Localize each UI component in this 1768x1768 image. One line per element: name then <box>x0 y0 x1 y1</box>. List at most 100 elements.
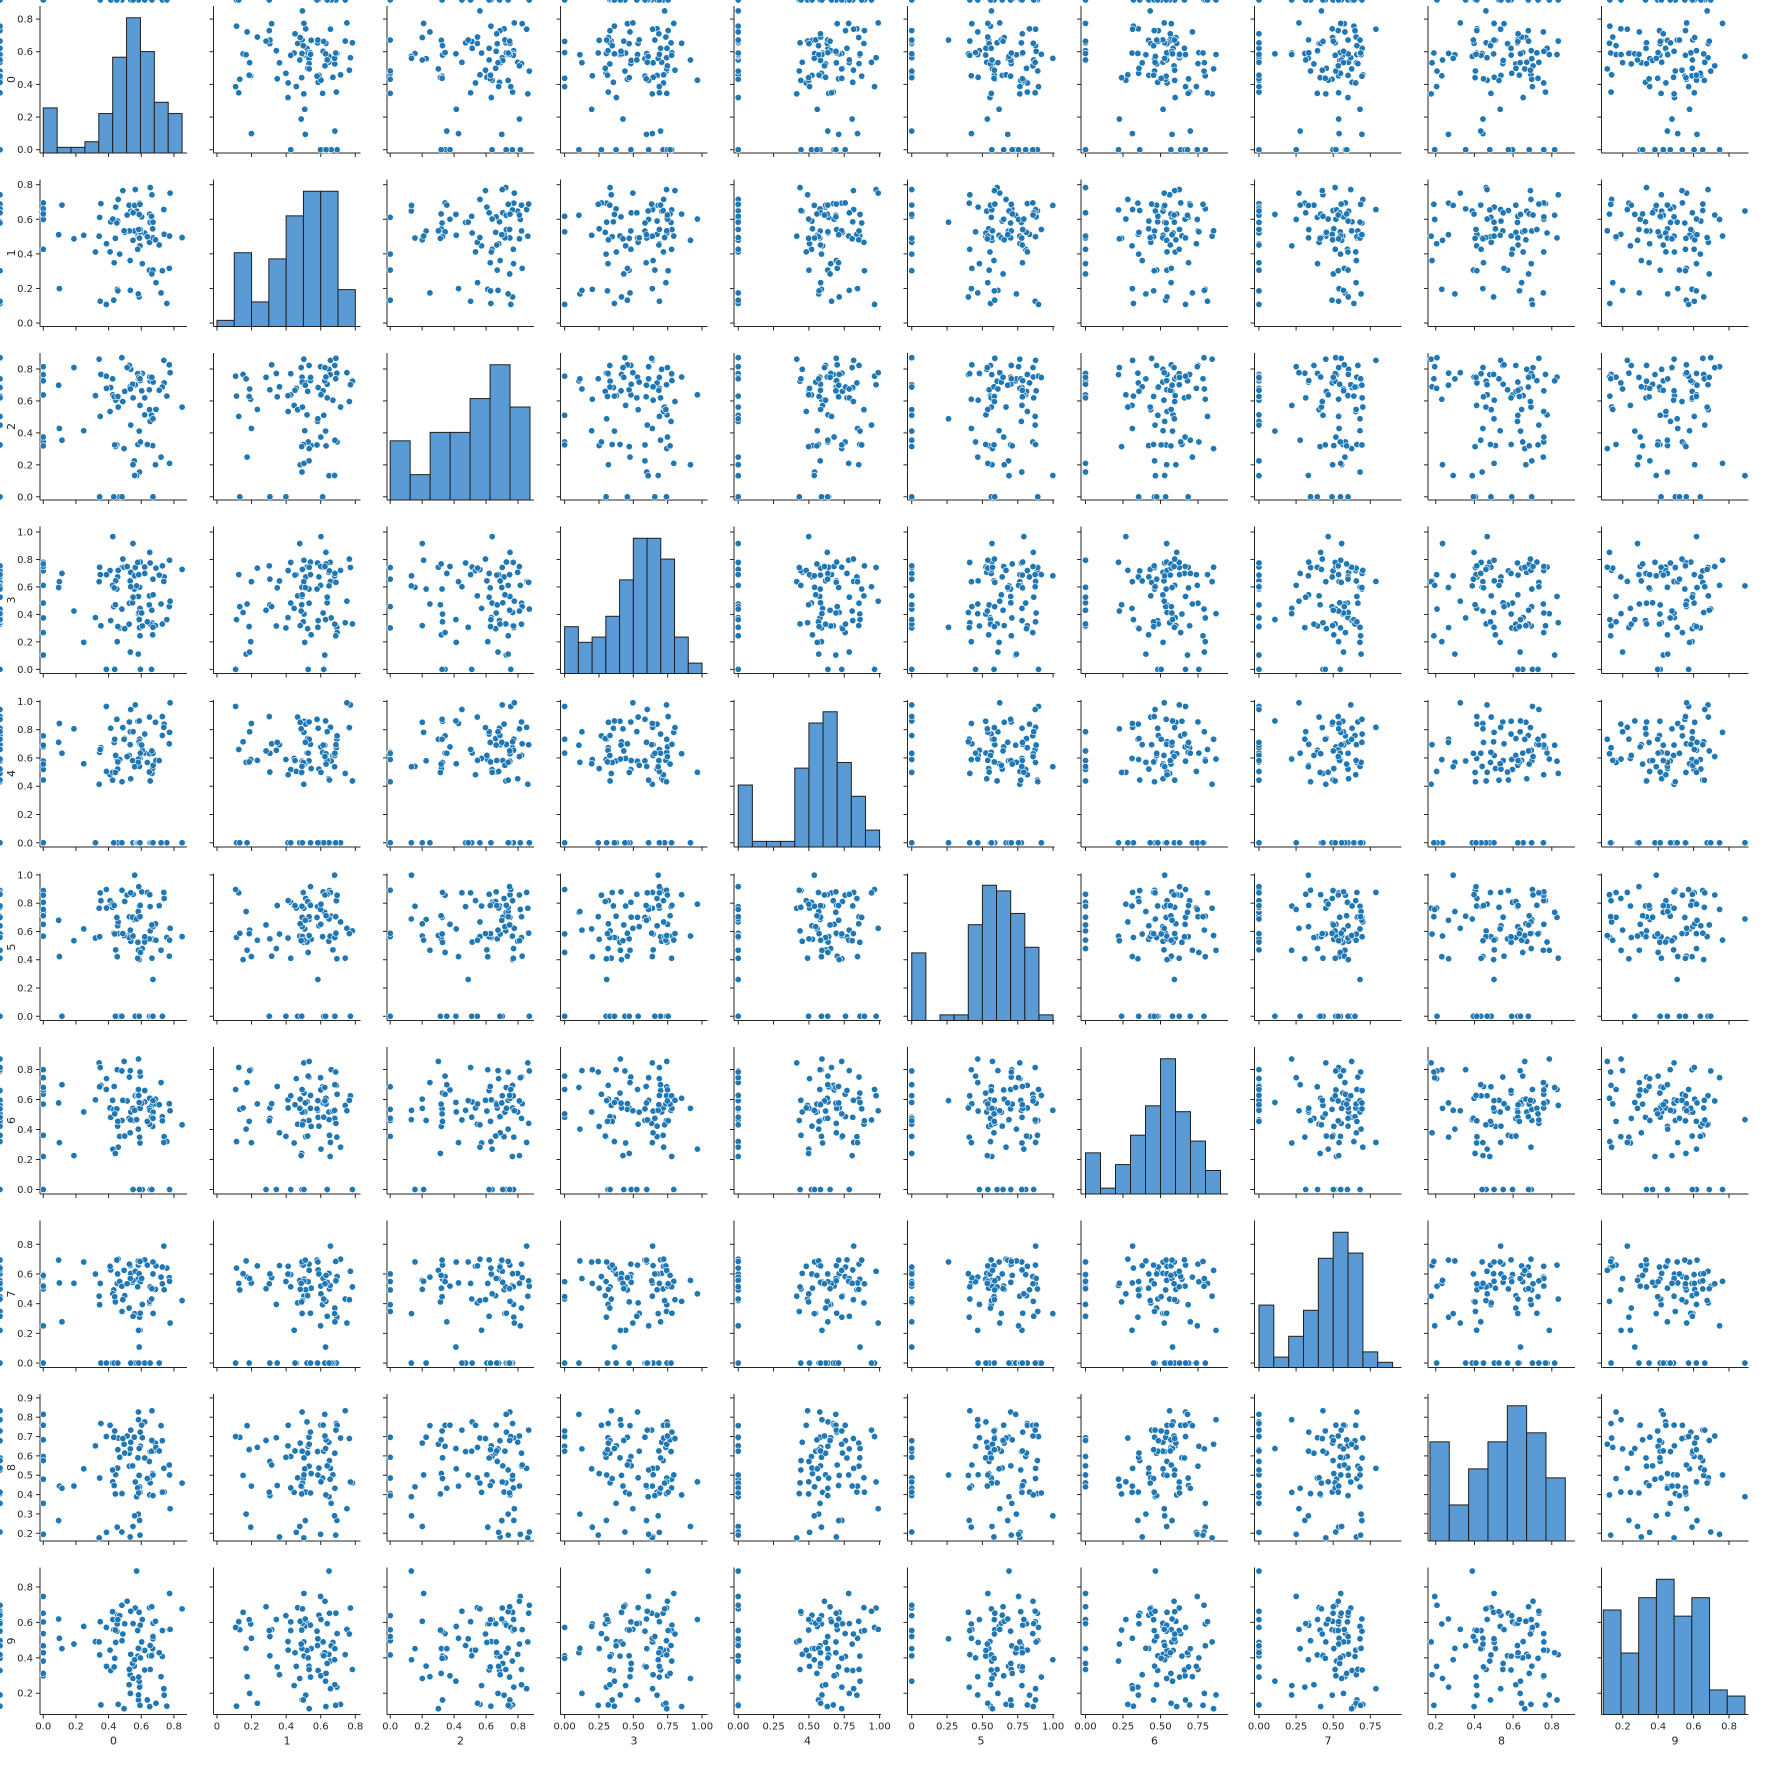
scatter-point-4-0-98 <box>136 839 144 847</box>
scatter-point-2-8-42 <box>1507 394 1515 402</box>
scatter-point-0-9-84 <box>1635 50 1643 58</box>
scatter-point-0-6-66 <box>1200 67 1208 75</box>
scatter-point-2-0-63 <box>39 363 47 371</box>
scatter-point-1-6-69 <box>1122 215 1130 223</box>
scatter-point-4-3-52 <box>635 761 643 769</box>
scatter-point-2-9-36 <box>1623 356 1631 364</box>
scatter-point-0-8-47 <box>0 89 4 97</box>
scatter-point-1-4-8 <box>797 207 805 215</box>
panel-3-3 <box>556 526 708 678</box>
scatter-point-0-4-5 <box>805 40 813 48</box>
scatter-point-3-0-61 <box>133 582 141 590</box>
scatter-point-1-3-82 <box>668 245 676 253</box>
scatter-point-0-1-77 <box>305 65 313 73</box>
scatter-point-3-7-83 <box>1295 597 1303 605</box>
scatter-point-1-8-87 <box>1471 234 1479 242</box>
scatter-point-1-7-16 <box>1288 242 1296 250</box>
scatter-point-4-2-62 <box>494 728 502 736</box>
scatter-point-1-2-89 <box>515 235 523 243</box>
scatter-point-3-2-89 <box>515 607 523 615</box>
scatter-point-2-6-59 <box>1172 461 1180 469</box>
scatter-point-4-0-47 <box>96 745 104 753</box>
scatter-point-4-6-29 <box>1138 741 1146 749</box>
scatter-point-1-6-86 <box>1170 211 1178 219</box>
scatter-point-2-9-29 <box>1637 383 1645 391</box>
scatter-point-3-5-6 <box>1018 617 1026 625</box>
scatter-point-2-7-63 <box>1292 363 1300 371</box>
scatter-point-0-6-79 <box>1170 36 1178 44</box>
scatter-point-3-9-36 <box>1623 577 1631 585</box>
scatter-point-4-0-64 <box>178 839 186 847</box>
scatter-point-2-4-86 <box>820 364 828 372</box>
scatter-point-1-0-74 <box>113 219 121 227</box>
scatter-point-3-9-40 <box>1671 564 1679 572</box>
scatter-point-1-5-59 <box>1000 236 1008 244</box>
hist-bar-3-9 <box>687 662 703 675</box>
scatter-point-0-7-80 <box>1302 56 1310 64</box>
scatter-point-2-6-56 <box>1163 461 1171 469</box>
scatter-point-0-3-62 <box>578 59 586 67</box>
scatter-point-3-1-52 <box>298 591 306 599</box>
scatter-point-1-6-84 <box>1176 225 1184 233</box>
scatter-point-2-1-71 <box>320 411 328 419</box>
scatter-point-4-6-10 <box>1178 717 1186 725</box>
scatter-point-0-7-41 <box>1255 146 1263 154</box>
scatter-point-3-6-74 <box>1162 585 1170 593</box>
scatter-point-4-1-48 <box>236 839 244 847</box>
scatter-point-2-1-79 <box>314 415 322 423</box>
scatter-point-1-2-57 <box>411 234 419 242</box>
scatter-point-1-0-75 <box>110 259 118 267</box>
scatter-point-2-3-80 <box>633 394 641 402</box>
scatter-point-2-1-89 <box>297 364 305 372</box>
scatter-point-0-2-4 <box>487 94 495 102</box>
scatter-point-2-0-95 <box>155 386 163 394</box>
scatter-point-4-5-41 <box>1012 741 1020 749</box>
scatter-point-1-6-54 <box>1192 240 1200 248</box>
scatter-point-3-6-54 <box>1192 571 1200 579</box>
scatter-point-1-3-80 <box>633 209 641 217</box>
scatter-point-0-2-38 <box>0 51 4 59</box>
scatter-point-3-9-94 <box>1692 623 1700 631</box>
y-tick-label-2-4: 0.8 <box>17 364 33 375</box>
scatter-point-3-2-33 <box>426 600 434 608</box>
scatter-point-1-2-76 <box>452 210 460 218</box>
scatter-point-2-8-5 <box>1504 386 1512 394</box>
scatter-point-1-6-60 <box>1171 0 1179 4</box>
scatter-point-0-8-42 <box>1507 44 1515 52</box>
scatter-point-3-1-94 <box>245 623 253 631</box>
scatter-point-0-2-90 <box>458 58 466 66</box>
scatter-point-3-2-56 <box>418 540 426 548</box>
scatter-point-4-0-51 <box>165 740 173 748</box>
scatter-point-3-5-70 <box>1029 548 1037 556</box>
scatter-point-1-6-33 <box>1188 289 1196 297</box>
scatter-point-2-4-47 <box>828 412 836 420</box>
scatter-point-3-0-88 <box>58 569 66 577</box>
scatter-point-0-1-56 <box>296 56 304 64</box>
scatter-point-1-0-82 <box>134 245 142 253</box>
scatter-point-3-1-35 <box>346 563 354 571</box>
scatter-point-1-3-68 <box>617 213 625 221</box>
scatter-point-3-7-39 <box>1322 578 1330 586</box>
scatter-point-1-6-22 <box>1115 206 1123 214</box>
scatter-point-1-3-74 <box>641 219 649 227</box>
scatter-point-3-9-96 <box>1693 584 1701 592</box>
scatter-point-1-6-29 <box>1138 257 1146 265</box>
scatter-point-1-9-21 <box>1678 199 1686 207</box>
scatter-point-1-0-13 <box>97 200 105 208</box>
hist-bar-2-4 <box>469 398 491 501</box>
scatter-point-1-2-87 <box>436 234 444 242</box>
scatter-point-2-9-85 <box>1699 354 1707 362</box>
scatter-point-4-2-56 <box>418 839 426 847</box>
scatter-point-1-0-87 <box>111 234 119 242</box>
scatter-point-1-8-33 <box>1539 289 1547 297</box>
scatter-point-0-3-52 <box>635 36 643 44</box>
scatter-point-0-7-82 <box>1331 51 1339 59</box>
scatter-point-3-1-85 <box>332 578 340 586</box>
scatter-point-3-1-11 <box>315 573 323 581</box>
scatter-point-1-6-62 <box>1200 286 1208 294</box>
scatter-point-1-3-45 <box>588 231 596 239</box>
scatter-point-4-3-31 <box>634 713 642 721</box>
scatter-point-0-9-78 <box>1639 146 1647 154</box>
scatter-point-4-0-3 <box>127 775 135 783</box>
scatter-point-3-2-61 <box>407 582 415 590</box>
